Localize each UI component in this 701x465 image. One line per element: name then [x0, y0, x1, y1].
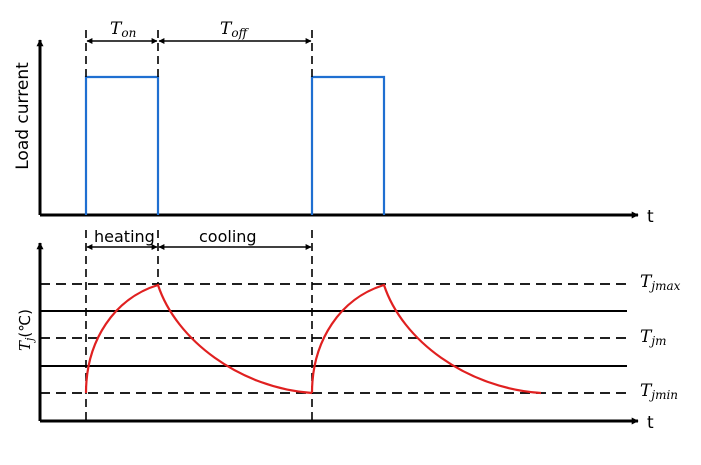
junction-temp-curve-2: [310, 283, 542, 395]
heating-label: heating: [94, 227, 155, 246]
bottom-y-axis-label: Tj(℃): [16, 309, 36, 351]
load-pulse-2: [310, 75, 386, 215]
t-on-label: Ton: [110, 19, 136, 40]
junction-temp-curve-1: [84, 283, 313, 395]
top-y-axis-label: Load current: [13, 62, 33, 170]
bottom-x-axis-label: t: [647, 413, 654, 433]
label-t-jmin: Tjmin: [640, 381, 678, 402]
bottom-panel: t Tj(℃) heating cooling Tjmax Tjm Tjmin: [16, 227, 681, 433]
t-off-label: Toff: [220, 19, 250, 40]
cooling-label: cooling: [199, 227, 257, 246]
label-t-jmax: Tjmax: [640, 272, 681, 293]
top-panel: t Load current Ton Toff: [13, 19, 654, 227]
top-x-axis-label: t: [647, 207, 654, 227]
load-pulse-1: [84, 75, 160, 215]
label-t-jm: Tjm: [640, 327, 666, 348]
